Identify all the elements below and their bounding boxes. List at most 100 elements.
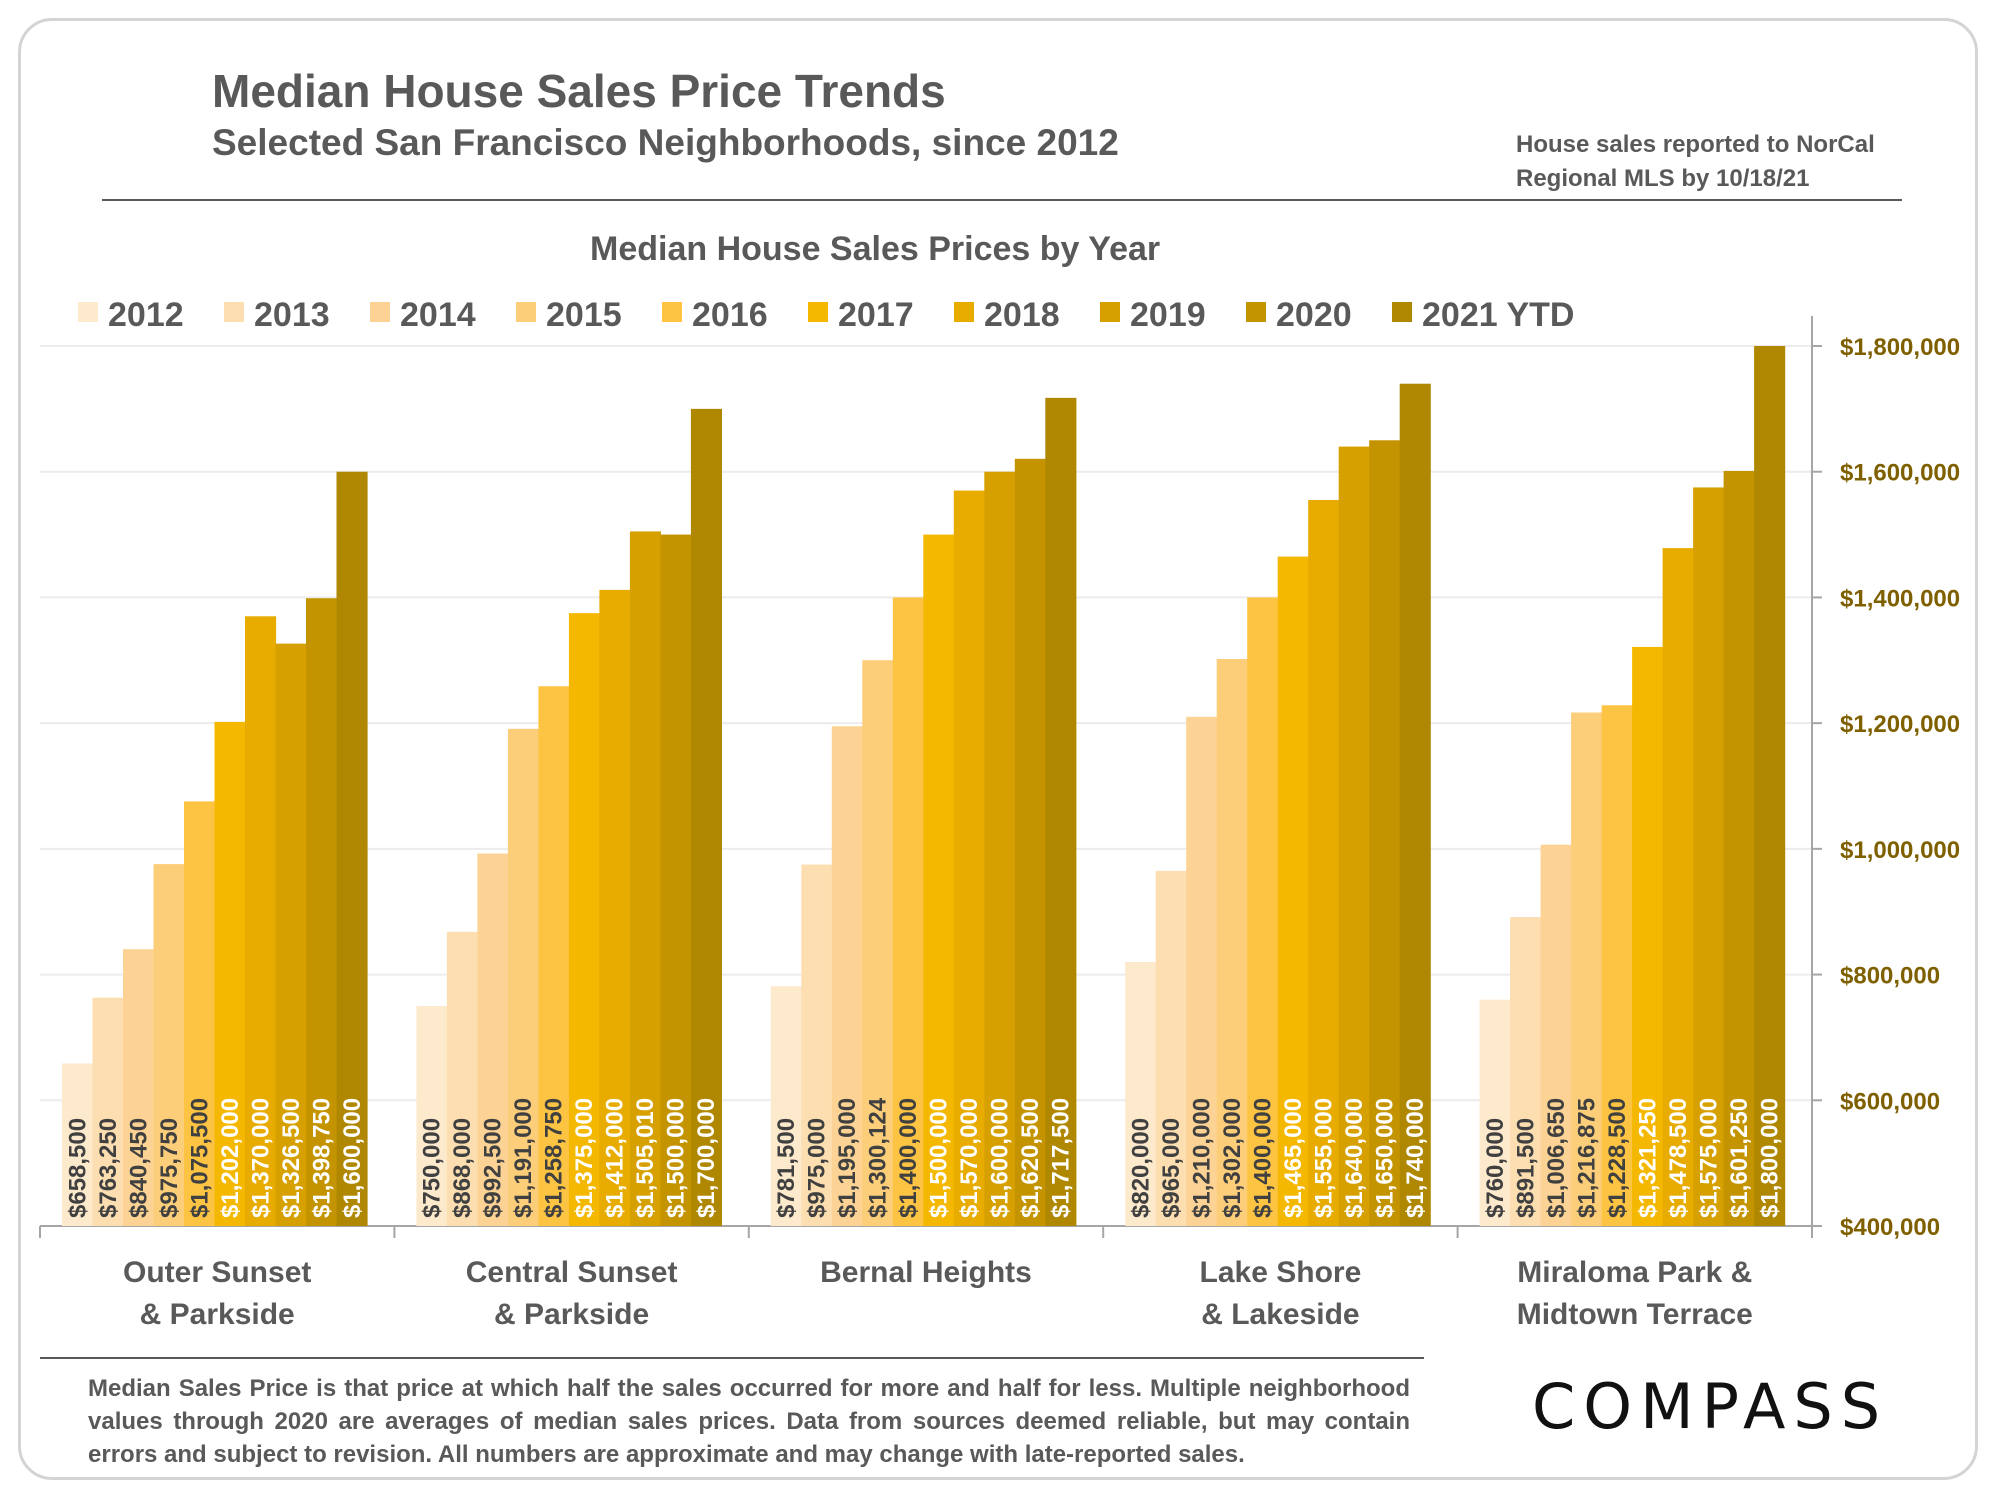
legend-swatch [1246,302,1266,322]
legend-swatch [1392,302,1412,322]
legend-label: 2013 [254,296,330,334]
legend-swatch [954,302,974,322]
category-label: Miraloma Park & [1517,1256,1752,1289]
bar [1693,487,1725,1226]
bar [538,686,570,1226]
bar [416,1006,448,1226]
bar [770,986,802,1226]
bar [275,643,307,1226]
bar-value-label: $992,500 [480,1118,507,1218]
bar-value-label: $1,575,000 [1695,1098,1722,1218]
bar [1601,705,1633,1226]
bar-value-label: $1,570,000 [956,1098,983,1218]
bar-value-label: $1,740,000 [1402,1098,1429,1218]
bar [306,598,338,1226]
y-tick-label: $800,000 [1840,963,1940,990]
bar-value-label: $891,500 [1512,1118,1539,1218]
bar-value-label: $1,620,500 [1017,1098,1044,1218]
bar [92,997,124,1226]
bar [1308,500,1340,1226]
y-tick-label: $1,200,000 [1840,711,1960,738]
bar [1510,917,1542,1226]
bar [690,408,722,1226]
y-tick-label: $1,000,000 [1840,837,1960,864]
bar-value-label: $1,202,000 [217,1098,244,1218]
legend-label: 2014 [400,296,476,334]
bar-value-label: $1,500,000 [663,1098,690,1218]
footnote: Median Sales Price is that price at whic… [88,1375,1410,1468]
bar [1247,597,1279,1226]
legend-swatch [370,302,390,322]
bar-value-label: $781,500 [773,1118,800,1218]
bar-value-label: $1,505,010 [632,1098,659,1218]
bar [1571,712,1603,1226]
bar-value-label: $750,000 [419,1118,446,1218]
category-label: Midtown Terrace [1517,1298,1753,1331]
bar-value-label: $1,321,250 [1634,1098,1661,1218]
bar [1662,548,1694,1226]
bar-value-label: $1,191,000 [510,1098,537,1218]
bar [923,534,955,1226]
bar [1186,716,1218,1226]
category-label: Outer Sunset [123,1256,311,1289]
bar [123,949,155,1226]
page-subtitle: Selected San Francisco Neighborhoods, si… [212,122,1119,163]
bar [892,597,924,1226]
bar [1045,397,1077,1226]
bar [984,471,1016,1226]
bar [1632,646,1664,1226]
bar-value-label: $1,216,875 [1573,1098,1600,1218]
bar-value-label: $658,500 [64,1118,91,1218]
bar-value-label: $1,400,000 [895,1098,922,1218]
bar-value-label: $1,258,750 [541,1098,568,1218]
compass-logo: COMPASS [1532,1370,1889,1443]
category-label: Central Sunset [466,1256,678,1289]
bar-value-label: $763,250 [95,1118,122,1218]
bar-value-label: $1,195,000 [834,1098,861,1218]
category-label: Bernal Heights [820,1256,1032,1289]
bar [1754,346,1786,1226]
bar-value-label: $1,650,000 [1371,1098,1398,1218]
legend-label: 2015 [546,296,622,334]
bar-value-label: $1,700,000 [693,1098,720,1218]
bar [801,864,833,1226]
bar-value-label: $1,412,000 [602,1098,629,1218]
bar-value-label: $1,800,000 [1756,1098,1783,1218]
bar-value-label: $1,717,500 [1048,1098,1075,1218]
bar [1125,962,1157,1226]
bar [477,853,509,1226]
bar-value-label: $1,075,500 [186,1098,213,1218]
y-tick-label: $400,000 [1840,1214,1940,1241]
bar [1155,870,1187,1226]
bar-value-label: $840,450 [125,1118,152,1218]
source-note: House sales reported to NorCal Regional … [1516,131,1875,192]
legend-label: 2018 [984,296,1060,334]
category-label: Lake Shore [1200,1256,1362,1289]
bar [1216,659,1248,1226]
bar [214,721,246,1226]
bar-value-label: $1,601,250 [1726,1098,1753,1218]
legend-label: 2019 [1130,296,1206,334]
bar-value-label: $1,210,000 [1188,1098,1215,1218]
bar-value-label: $1,006,650 [1543,1098,1570,1218]
bar [1399,383,1431,1226]
legend-swatch [516,302,536,322]
y-tick-label: $600,000 [1840,1088,1940,1115]
bar [1014,458,1046,1226]
bar-value-label: $1,478,500 [1665,1098,1692,1218]
bar-value-label: $1,600,000 [987,1098,1014,1218]
footer-divider [40,1357,1424,1359]
legend-label: 2012 [108,296,184,334]
bar-value-label: $965,000 [1158,1118,1185,1218]
legend-label: 2020 [1276,296,1352,334]
bar [568,613,600,1226]
y-tick-label: $1,400,000 [1840,585,1960,612]
bar-value-label: $1,465,000 [1280,1098,1307,1218]
bar-value-label: $1,600,000 [339,1098,366,1218]
bar-value-label: $1,326,500 [278,1098,305,1218]
bar [1277,556,1309,1226]
category-label: & Parkside [140,1298,295,1331]
bar [1369,440,1401,1226]
page-title: Median House Sales Price Trends [212,65,946,117]
